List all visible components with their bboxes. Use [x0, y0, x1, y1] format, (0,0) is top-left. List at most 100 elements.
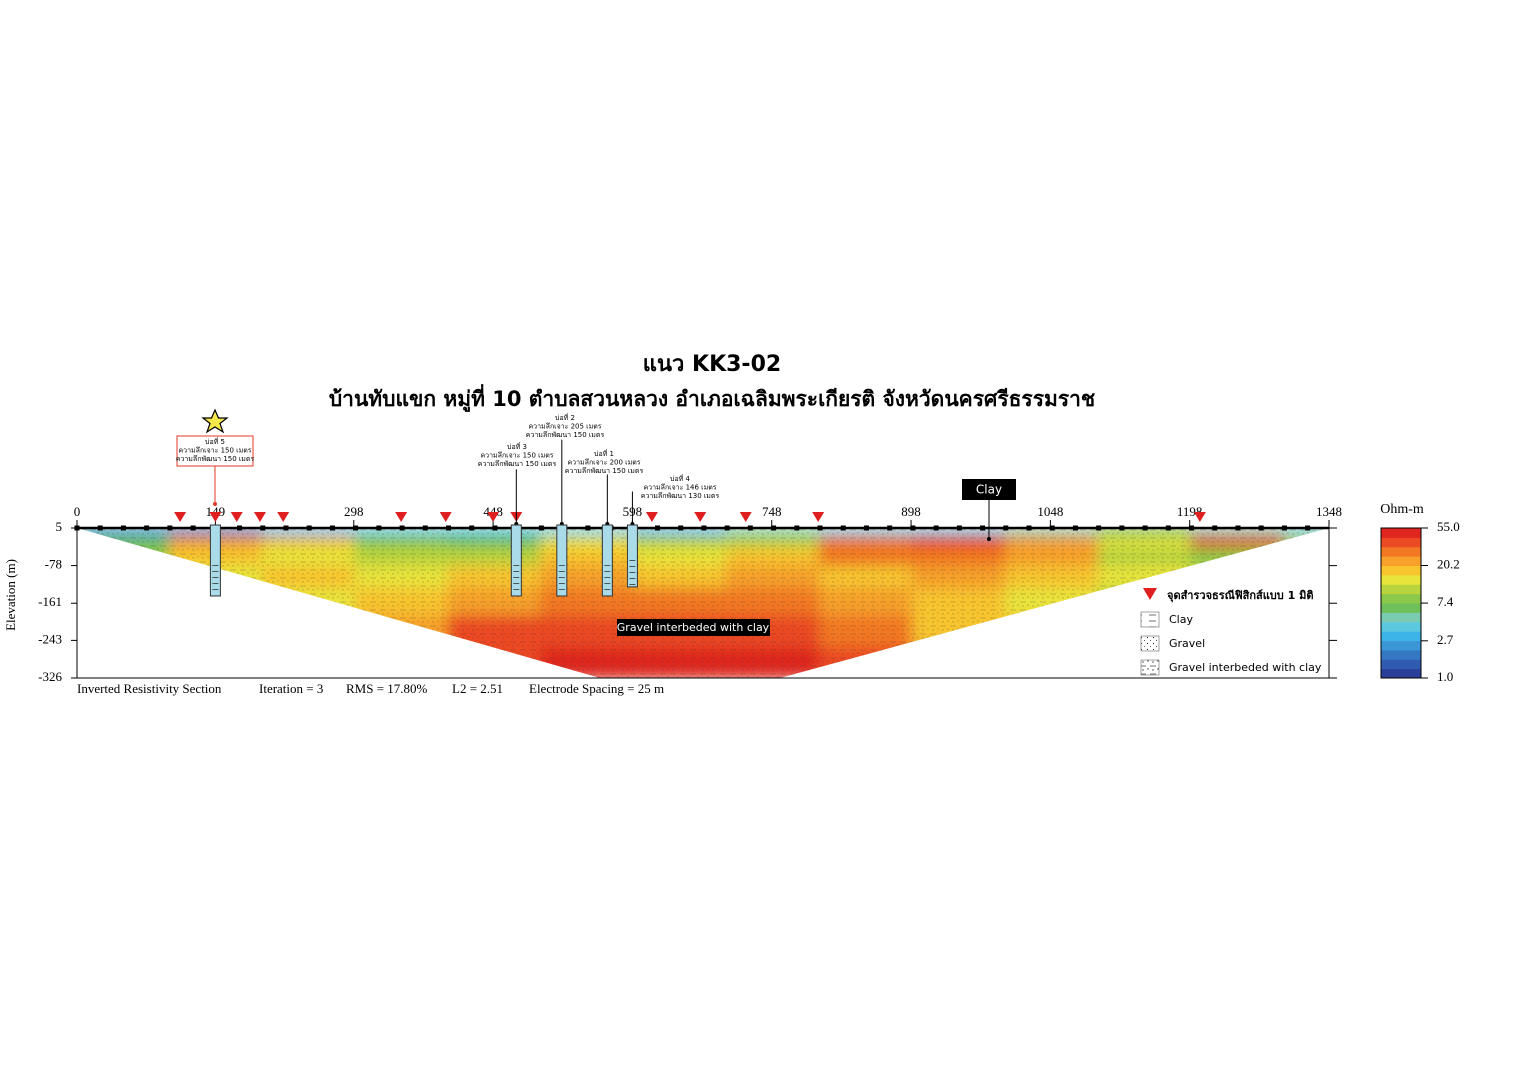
well-label: ความลึกเจาะ 150 เมตร	[481, 451, 554, 460]
electrode	[840, 525, 846, 531]
electrode	[399, 525, 405, 531]
well-tube	[510, 524, 522, 597]
well-tube	[556, 524, 568, 597]
legend-swatch	[1140, 635, 1160, 652]
colorbar-step	[1381, 546, 1421, 557]
electrode	[1212, 525, 1218, 531]
electrode	[120, 525, 126, 531]
colorbar-tick-label: 55.0	[1437, 519, 1460, 534]
well-label: ความลึกเจาะ 205 เมตร	[529, 422, 602, 431]
electrode	[887, 525, 893, 531]
resistivity-cell	[77, 588, 171, 618]
well-label: บ่อที่ 4	[670, 474, 690, 483]
well-label: ความลึกพัฒนา 150 เมตร	[176, 454, 255, 463]
electrode	[329, 525, 335, 531]
electrode	[771, 525, 777, 531]
colorbar-step	[1381, 565, 1421, 576]
resistivity-cell	[1004, 615, 1100, 650]
colorbar-step	[1381, 584, 1421, 595]
x-tick-label: 448	[483, 504, 503, 519]
survey-point	[253, 512, 266, 522]
star-icon	[201, 408, 229, 434]
electrode	[1142, 525, 1148, 531]
legend-label: Clay	[1169, 613, 1193, 626]
chart-subtitle: บ้านทับแขก หมู่ที่ 10 ตำบลสวนหลวง อำเภอเ…	[329, 383, 1095, 413]
well-label: ความลึกเจาะ 200 เมตร	[568, 458, 641, 467]
electrode	[283, 525, 289, 531]
survey-point	[694, 512, 707, 522]
electrode	[353, 525, 359, 531]
well-label: ความลึกพัฒนา 150 เมตร	[565, 466, 644, 475]
well-label: ความลึกพัฒนา 130 เมตร	[641, 491, 720, 500]
footer-text: RMS = 17.80%	[346, 681, 428, 696]
y-tick-label: -78	[45, 557, 62, 572]
x-tick-label: 898	[901, 504, 921, 519]
lithology-hatch	[77, 528, 1329, 678]
colorbar-step	[1381, 649, 1421, 660]
legend-swatch	[1140, 611, 1160, 628]
legend-swatch	[1140, 659, 1160, 676]
x-tick-label: 1048	[1037, 504, 1063, 519]
colorbar-step	[1381, 640, 1421, 651]
well-label: บ่อที่ 5	[205, 437, 225, 446]
well-label: บ่อที่ 2	[555, 413, 575, 422]
electrode	[260, 525, 266, 531]
resistivity-cell	[1283, 547, 1329, 568]
colorbar-step	[1381, 631, 1421, 641]
resistivity-cell	[77, 647, 171, 678]
footer-text: L2 = 2.51	[452, 681, 503, 696]
y-tick-label: 5	[56, 519, 63, 534]
resistivity-cell	[77, 615, 171, 650]
y-tick-label: -243	[38, 631, 62, 646]
well-tube	[209, 524, 221, 597]
resistivity-cell	[168, 615, 264, 650]
electrode	[956, 525, 962, 531]
annotation-box	[962, 479, 1016, 500]
x-tick-label: 298	[344, 504, 364, 519]
section-field	[77, 528, 1329, 678]
survey-point	[645, 512, 658, 522]
colorbar-step	[1381, 556, 1421, 566]
electrode	[306, 525, 312, 531]
resistivity-cell	[77, 565, 171, 591]
colorbar-step	[1381, 574, 1421, 585]
electrode	[701, 525, 707, 531]
electrode	[1235, 525, 1241, 531]
survey-point	[812, 512, 825, 522]
legend-marker	[1143, 588, 1157, 600]
well-label: บ่อที่ 1	[594, 449, 614, 458]
electrode	[538, 525, 544, 531]
resistivity-cell	[168, 647, 264, 678]
colorbar-tick-label: 2.7	[1437, 632, 1454, 647]
electrode	[585, 525, 591, 531]
well-label: ความลึกเจาะ 150 เมตร	[179, 446, 252, 455]
colorbar-step	[1381, 659, 1421, 670]
survey-point	[395, 512, 408, 522]
electrode	[190, 525, 196, 531]
survey-point	[277, 512, 290, 522]
colorbar-step	[1381, 603, 1421, 613]
electrode	[446, 525, 452, 531]
colorbar-step	[1381, 593, 1421, 604]
survey-point	[209, 512, 222, 522]
annotation-dot	[987, 537, 991, 541]
well-tube	[601, 524, 613, 597]
y-axis-label: Elevation (m)	[3, 559, 18, 631]
electrode	[910, 525, 916, 531]
well-leader	[515, 469, 517, 524]
resistivity-cell	[261, 615, 357, 650]
resistivity-cell	[354, 647, 450, 678]
electrode	[817, 525, 823, 531]
electrode	[747, 525, 753, 531]
legend-label: Gravel interbeded with clay	[1169, 661, 1322, 674]
electrode	[422, 525, 428, 531]
survey-point	[1193, 512, 1206, 522]
survey-point	[487, 512, 500, 522]
electrode	[97, 525, 103, 531]
electrode	[376, 525, 382, 531]
electrode	[1072, 525, 1078, 531]
survey-point	[439, 512, 452, 522]
well-tube	[626, 524, 638, 588]
electrode	[980, 525, 986, 531]
